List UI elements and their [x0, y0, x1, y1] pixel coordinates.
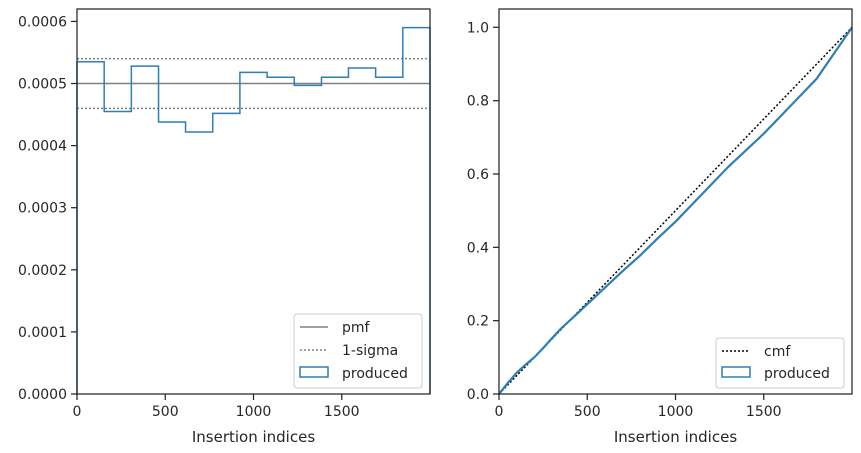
- produced-cumulative-line: [498, 26, 853, 395]
- right-x-tick-label: 1500: [746, 404, 782, 420]
- left-y-tick-label: 0.0005: [18, 77, 67, 93]
- right-legend: cmf produced: [715, 337, 845, 389]
- left-legend-box: [293, 313, 423, 389]
- left-x-tick-label: 500: [152, 404, 179, 420]
- left-x-ticks: 0 500 1000 1500: [73, 394, 360, 420]
- left-legend: pmf 1-sigma produced: [293, 313, 423, 389]
- right-x-axis-label: Insertion indices: [614, 428, 737, 446]
- left-y-tick-label: 0.0000: [18, 387, 67, 403]
- legend-produced-label-right: produced: [764, 366, 830, 382]
- legend-sigma-label: 1-sigma: [342, 343, 398, 359]
- left-y-tick-label: 0.0004: [18, 139, 67, 155]
- right-x-ticks: 0 500 1000 1500: [495, 394, 782, 420]
- right-y-tick-label: 1.0: [467, 20, 489, 36]
- right-y-tick-label: 0.6: [467, 167, 489, 183]
- cmf-chart: 0 500 1000 1500 0.0 0.2 0.4 0.6 0.8 1.0 Insertio…: [467, 8, 853, 446]
- left-x-axis-label: Insertion indices: [192, 428, 315, 446]
- right-x-tick-label: 0: [495, 404, 504, 420]
- left-x-tick-label: 1500: [324, 404, 360, 420]
- right-plot-frame: [498, 8, 853, 395]
- right-y-tick-label: 0.4: [467, 240, 489, 256]
- right-series-layer: [498, 26, 853, 395]
- right-y-ticks: 0.0 0.2 0.4 0.6 0.8 1.0: [467, 20, 499, 403]
- left-y-tick-label: 0.0001: [18, 325, 67, 341]
- left-y-ticks: 0.0000 0.0001 0.0002 0.0003 0.0004 0.0005 0.00…: [18, 14, 77, 403]
- right-y-tick-label: 0.0: [467, 387, 489, 403]
- left-series-layer: [76, 26, 431, 394]
- left-y-tick-label: 0.0006: [18, 14, 67, 30]
- right-x-tick-label: 1000: [658, 404, 694, 420]
- left-y-tick-label: 0.0002: [18, 263, 67, 279]
- pmf-histogram-chart: 0 500 1000 1500 0.00000.00010.00020.00030.0…: [18, 8, 431, 446]
- legend-produced-swatch: [299, 366, 329, 378]
- left-x-tick-label: 1000: [236, 404, 272, 420]
- legend-pmf-label: pmf: [342, 320, 371, 336]
- right-y-tick-label: 0.2: [467, 314, 489, 330]
- left-x-tick-label: 0: [73, 404, 82, 420]
- right-x-tick-label: 500: [574, 404, 601, 420]
- produced-step-histogram: [76, 26, 431, 394]
- legend-cmf-label: cmf: [764, 344, 791, 360]
- right-y-tick-label: 0.8: [467, 94, 489, 110]
- legend-produced-swatch-right: [721, 366, 751, 378]
- left-y-tick-label: 0.0003: [18, 201, 67, 217]
- legend-produced-label: produced: [342, 366, 408, 382]
